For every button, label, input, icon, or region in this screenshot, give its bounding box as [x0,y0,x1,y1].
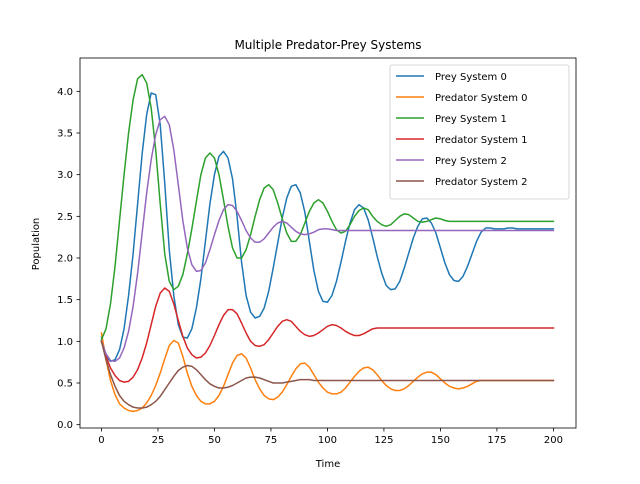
y-axis-label: Population [31,218,42,271]
x-tick-label: 150 [431,435,450,446]
legend-box [389,64,570,200]
series-line-4 [100,115,555,363]
x-tick-label: 25 [152,435,165,446]
x-tick-label: 75 [265,435,278,446]
series-line-2 [100,73,555,341]
y-tick-label: 3.5 [57,129,73,140]
y-tick-label: 1.5 [57,295,73,306]
y-tick-label: 4.0 [57,87,73,98]
x-axis-label: Time [315,459,340,470]
y-tick-label: 2.5 [57,212,73,223]
y-tick-label: 0.5 [57,379,73,390]
x-tick-label: 200 [544,435,563,446]
y-tick-label: 1.0 [57,337,73,348]
legend-label-3: Predator System 1 [435,135,528,146]
legend-label-2: Prey System 1 [435,114,507,125]
chart-title: Multiple Predator-Prey Systems [234,38,421,52]
axes-frame [79,57,577,429]
x-tick-label: 100 [318,435,337,446]
plot-area: 0 25 50 75 100 125 150 175 200 0.0 0.5 1.0 1.5 2.0 2.5… [57,57,577,446]
legend-label-5: Predator System 2 [435,177,528,188]
legend-label-4: Prey System 2 [435,156,507,167]
series-line-5 [100,340,555,409]
y-tick-label: 3.0 [57,170,73,181]
series-line-3 [100,287,555,383]
chart-legend: Prey System 0 Predator System 0 Prey Syste… [389,64,570,200]
legend-label-0: Prey System 0 [435,72,507,83]
x-tick-label: 50 [208,435,221,446]
x-tick-label: 0 [98,435,104,446]
x-tick-label: 175 [487,435,506,446]
legend-label-1: Predator System 0 [435,93,528,104]
y-tick-label: 0.0 [57,420,73,431]
x-tick-label: 125 [374,435,393,446]
y-tick-label: 2.0 [57,254,73,265]
